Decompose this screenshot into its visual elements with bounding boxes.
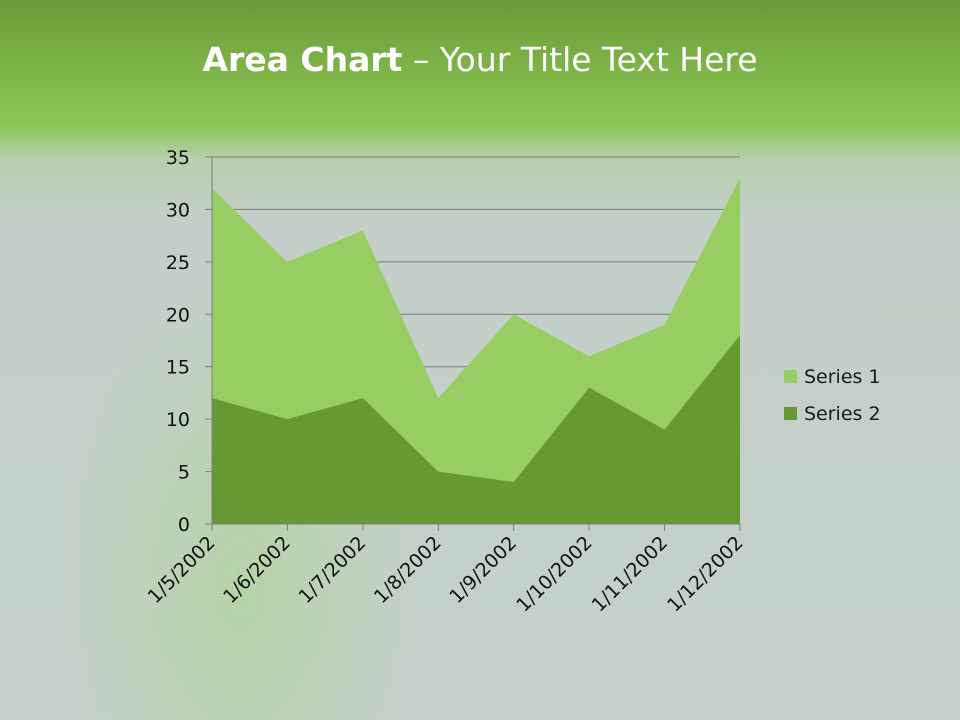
area-series-2 [212, 335, 740, 524]
y-tick-label: 30 [166, 199, 190, 221]
x-tick-label: 1/8/2002 [370, 532, 446, 608]
y-tick-label: 20 [166, 304, 190, 326]
legend: Series 1 Series 2 [784, 358, 881, 432]
legend-label: Series 1 [804, 365, 881, 388]
x-tick-label: 1/7/2002 [294, 532, 370, 608]
legend-swatch [784, 370, 797, 383]
y-tick-label: 0 [178, 514, 190, 536]
legend-item-series-1: Series 1 [784, 358, 881, 395]
legend-swatch [784, 407, 797, 420]
y-tick-label: 5 [178, 462, 190, 484]
x-tick-label: 1/6/2002 [219, 532, 295, 608]
x-tick-label: 1/11/2002 [588, 532, 672, 616]
y-tick-label: 10 [166, 409, 190, 431]
x-tick-label: 1/9/2002 [445, 532, 521, 608]
x-tick-label: 1/10/2002 [512, 532, 596, 616]
y-tick-label: 15 [166, 357, 190, 379]
x-tick-label: 1/12/2002 [663, 532, 747, 616]
y-tick-label: 35 [166, 147, 190, 169]
legend-item-series-2: Series 2 [784, 395, 881, 432]
slide-title: Area Chart – Your Title Text Here [202, 40, 758, 79]
y-tick-label: 25 [166, 252, 190, 274]
x-tick-label: 1/5/2002 [144, 532, 220, 608]
legend-label: Series 2 [804, 402, 881, 425]
